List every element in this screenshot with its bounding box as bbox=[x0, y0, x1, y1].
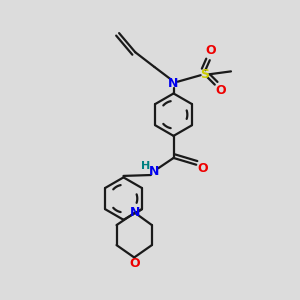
Text: H: H bbox=[141, 161, 150, 171]
Text: O: O bbox=[129, 257, 140, 271]
Text: O: O bbox=[205, 44, 216, 57]
Text: S: S bbox=[200, 68, 209, 81]
Text: N: N bbox=[168, 77, 179, 90]
Text: N: N bbox=[149, 165, 160, 178]
Text: O: O bbox=[215, 84, 226, 97]
Text: N: N bbox=[130, 206, 140, 219]
Text: O: O bbox=[197, 162, 208, 175]
